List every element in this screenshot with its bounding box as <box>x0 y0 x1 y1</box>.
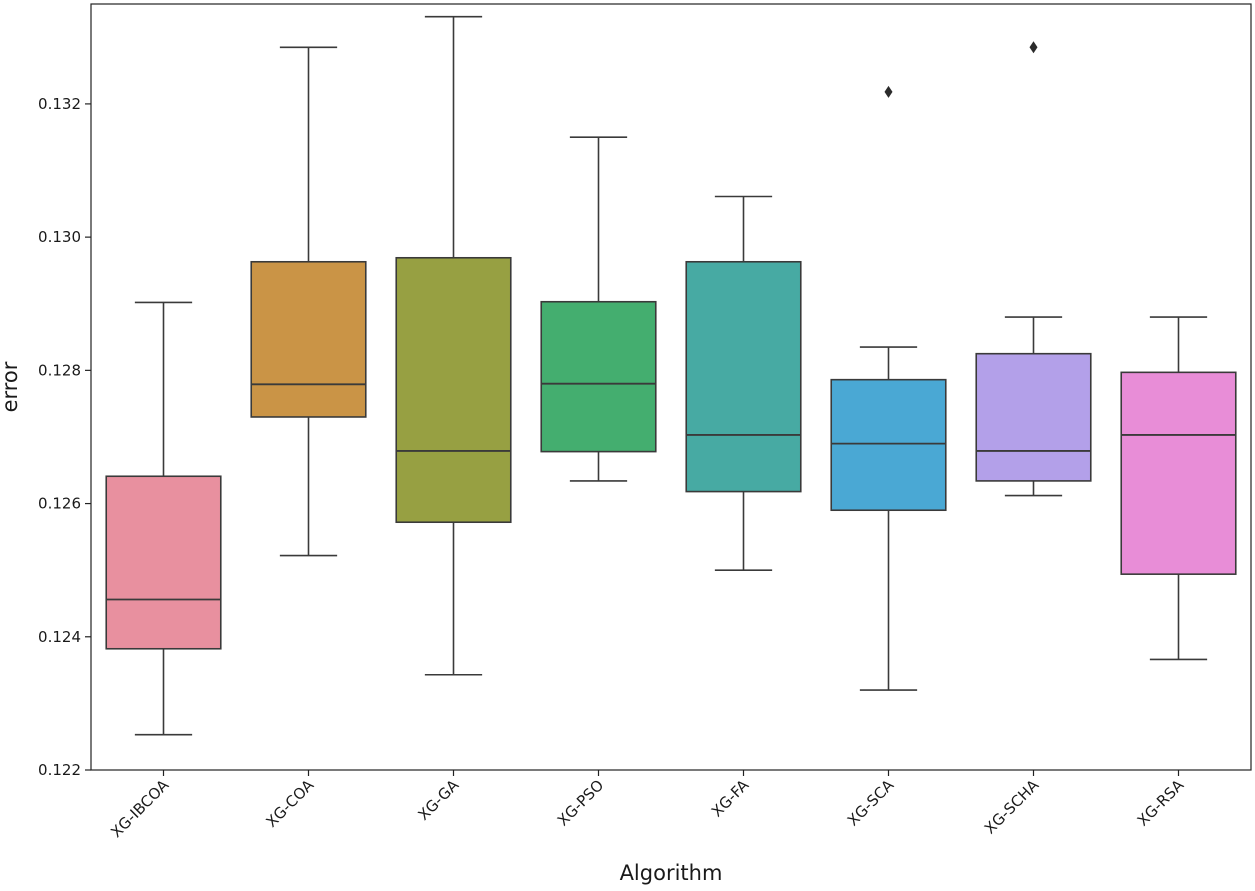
x-tick-label: XG-PSO <box>554 776 608 830</box>
box-group-xg-ga <box>395 15 512 676</box>
y-tick-label: 0.132 <box>38 95 81 113</box>
x-tick-label: XG-COA <box>262 776 317 831</box>
box-group-xg-sca <box>830 85 947 691</box>
box-group-xg-ibcoa <box>105 301 222 736</box>
x-tick-label: XG-SCA <box>844 776 898 830</box>
box-group-xg-fa <box>685 195 802 571</box>
box-group-xg-scha <box>975 41 1092 497</box>
box-iqr <box>685 260 802 493</box>
box-series <box>105 15 1237 736</box>
box-iqr <box>250 260 367 418</box>
y-tick-label: 0.122 <box>38 761 81 779</box>
box-group-xg-pso <box>540 136 657 482</box>
box-iqr <box>830 378 947 512</box>
x-tick-label: XG-GA <box>414 776 462 824</box>
plot-frame <box>90 3 1252 771</box>
y-axis-label: error <box>0 361 22 412</box>
x-axis: XG-IBCOA XG-COA XG-GA XG-PSO XG-FA XG-SCA XG-S… <box>107 770 1188 841</box>
box-iqr <box>975 352 1092 482</box>
box-group-xg-rsa <box>1120 316 1237 661</box>
x-axis-label: Algorithm <box>620 861 723 885</box>
outlier-point <box>1029 41 1038 54</box>
box-iqr <box>540 300 657 453</box>
y-tick-label: 0.124 <box>38 628 81 646</box>
box-iqr <box>395 256 512 524</box>
y-axis: 0.122 0.124 0.126 0.128 0.130 0.132 <box>38 95 91 779</box>
y-tick-label: 0.130 <box>38 228 81 246</box>
y-tick-label: 0.128 <box>38 361 81 379</box>
x-tick-label: XG-IBCOA <box>107 776 173 842</box>
x-tick-label: XG-RSA <box>1134 776 1188 830</box>
y-tick-label: 0.126 <box>38 495 81 513</box>
box-iqr <box>1120 371 1237 575</box>
x-tick-label: XG-FA <box>708 776 753 821</box>
x-tick-label: XG-SCHA <box>981 776 1043 838</box>
outlier-point <box>884 85 893 98</box>
box-iqr <box>105 475 222 650</box>
box-group-xg-coa <box>250 46 367 557</box>
